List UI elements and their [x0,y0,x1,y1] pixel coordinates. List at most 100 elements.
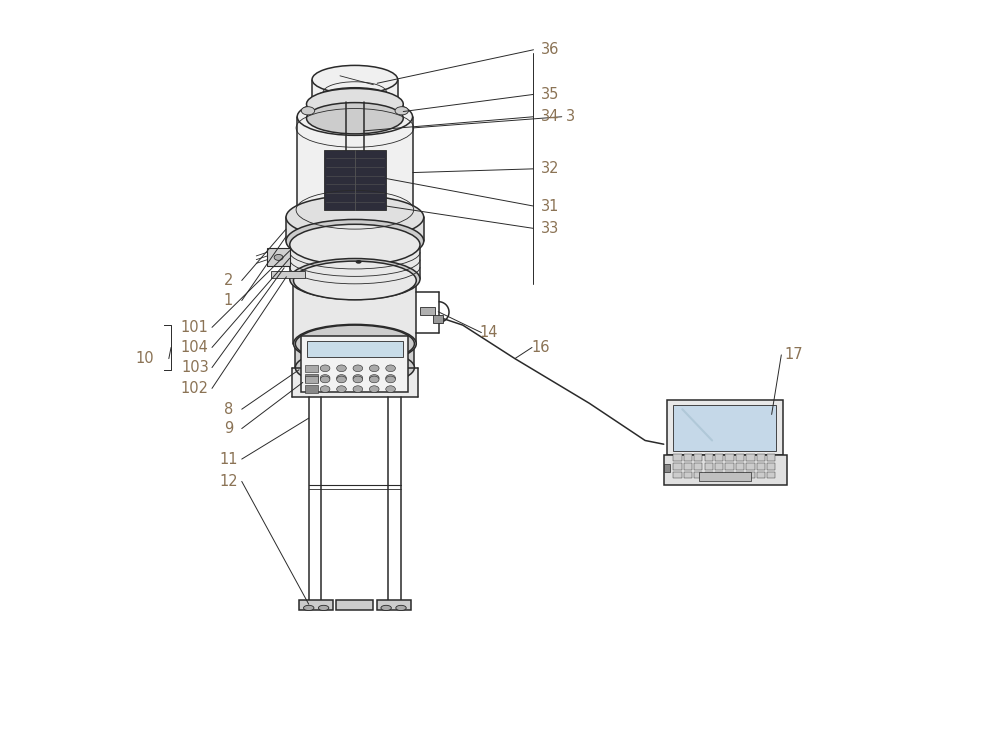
Ellipse shape [295,325,414,362]
Text: 34: 34 [541,109,559,124]
Ellipse shape [320,365,330,372]
Polygon shape [299,601,333,610]
Ellipse shape [290,258,420,300]
Text: 102: 102 [181,381,209,396]
Bar [684,472,692,478]
Ellipse shape [381,605,391,610]
Polygon shape [292,368,418,397]
Ellipse shape [395,107,408,115]
Text: 33: 33 [541,221,559,236]
Bar [705,463,713,470]
Ellipse shape [337,376,346,382]
Bar [694,454,702,461]
Text: 31: 31 [541,199,559,214]
Text: 14: 14 [480,325,498,340]
Bar [705,454,713,461]
Ellipse shape [369,376,379,382]
Bar [307,341,403,357]
Ellipse shape [386,365,395,372]
Ellipse shape [286,220,424,263]
Polygon shape [293,280,416,344]
Bar [757,454,765,461]
Ellipse shape [356,260,362,264]
Ellipse shape [297,98,413,135]
Ellipse shape [293,261,416,300]
Text: 35: 35 [541,87,559,102]
Ellipse shape [353,374,363,381]
Text: 9: 9 [224,421,233,436]
Polygon shape [271,271,305,278]
Bar [746,463,755,470]
Bar [684,463,692,470]
Polygon shape [267,249,290,266]
Ellipse shape [337,385,346,392]
Bar [694,463,702,470]
Ellipse shape [318,605,329,610]
Ellipse shape [312,66,398,93]
Bar [767,454,775,461]
Ellipse shape [386,374,395,381]
Bar [699,472,751,481]
Text: 11: 11 [219,452,238,467]
Bar [673,405,776,451]
Bar [673,454,682,461]
Text: 32: 32 [541,161,559,176]
Ellipse shape [337,374,346,381]
Ellipse shape [386,385,395,392]
Polygon shape [664,456,787,485]
Text: 101: 101 [181,320,209,335]
Bar [715,463,723,470]
Ellipse shape [369,385,379,392]
Text: 36: 36 [541,43,559,58]
Ellipse shape [290,224,420,265]
Bar [301,336,408,392]
Text: 104: 104 [181,340,209,355]
Ellipse shape [286,196,424,239]
Bar [684,454,692,461]
Bar [757,463,765,470]
Text: 2: 2 [224,273,233,288]
Bar [725,454,734,461]
Ellipse shape [353,376,363,382]
Ellipse shape [320,374,330,381]
Polygon shape [664,465,670,472]
Ellipse shape [304,605,314,610]
Bar [705,472,713,478]
Bar [694,472,702,478]
Polygon shape [312,79,398,102]
Ellipse shape [274,255,283,261]
Bar [767,472,775,478]
Bar [736,472,744,478]
Polygon shape [420,306,435,315]
Polygon shape [290,245,420,279]
Ellipse shape [312,87,398,116]
Bar [746,472,755,478]
Ellipse shape [320,376,330,382]
Ellipse shape [353,365,363,372]
Polygon shape [295,344,414,368]
Bar [305,376,318,383]
Ellipse shape [295,349,414,386]
Text: 1: 1 [224,293,233,308]
Text: 16: 16 [532,340,550,355]
Bar [736,463,744,470]
Polygon shape [286,217,424,241]
Ellipse shape [369,374,379,381]
Text: 8: 8 [224,402,233,417]
Ellipse shape [346,154,364,161]
Bar [305,365,318,372]
Ellipse shape [396,605,406,610]
Ellipse shape [307,102,403,134]
Polygon shape [377,601,411,610]
Ellipse shape [369,365,379,372]
Text: 3: 3 [565,109,575,124]
Bar [757,472,765,478]
Ellipse shape [337,365,346,372]
Bar [725,463,734,470]
Bar [305,385,318,393]
Bar [736,454,744,461]
Text: 12: 12 [219,474,238,489]
Polygon shape [297,117,413,217]
Polygon shape [307,104,403,118]
Ellipse shape [301,107,315,115]
